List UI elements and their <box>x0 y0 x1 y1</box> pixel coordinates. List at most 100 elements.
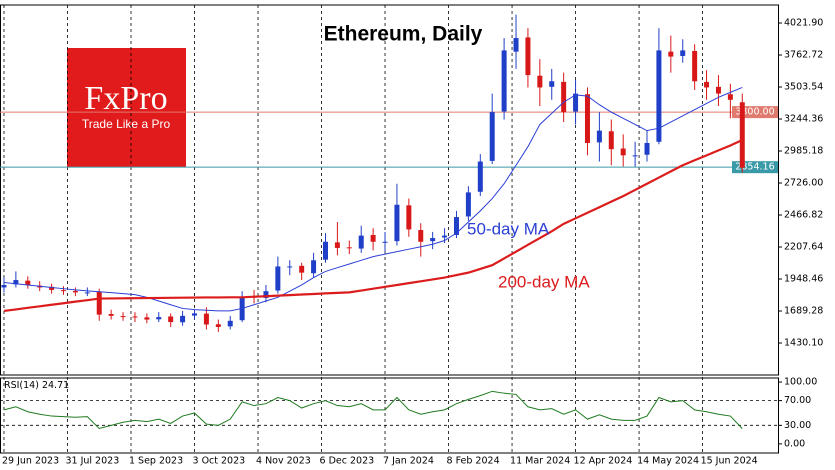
y-tick-label: 1948.46 <box>784 274 823 285</box>
candle-body <box>120 316 126 318</box>
logo-box <box>67 48 186 167</box>
candle-body <box>394 204 400 242</box>
candle-body <box>477 161 483 192</box>
candle-body <box>513 38 519 52</box>
y-tick-label: 100.00 <box>784 377 817 388</box>
candle-body <box>168 316 174 323</box>
candle-body <box>275 266 281 291</box>
series-annotation: 200-day MA <box>498 272 590 291</box>
x-tick-label: 11 Mar 2024 <box>510 456 570 467</box>
x-tick-label: 12 Apr 2024 <box>574 456 633 467</box>
y-tick-label: 1689.28 <box>784 306 823 317</box>
candle-body <box>144 317 150 320</box>
candle-body <box>180 315 186 323</box>
candle-body <box>680 50 686 56</box>
y-tick-label: 3762.72 <box>784 50 823 61</box>
candle-body <box>61 290 67 292</box>
candle-body <box>692 51 698 82</box>
candle-body <box>132 316 138 318</box>
x-tick-label: 3 Oct 2023 <box>193 456 246 467</box>
logo-brand: FxPro <box>84 80 167 117</box>
candle-body <box>656 50 662 142</box>
line-series <box>3 139 743 313</box>
y-tick-label: 30.00 <box>784 420 811 431</box>
candle-body <box>453 217 459 235</box>
x-tick-label: 1 Sep 2023 <box>129 456 183 467</box>
candle-body <box>203 313 209 325</box>
y-tick-label: 2466.82 <box>784 210 823 221</box>
x-tick-label: 31 Jul 2023 <box>65 456 119 467</box>
series-annotation: 50-day MA <box>467 219 550 238</box>
x-tick-label: 8 Feb 2024 <box>447 456 500 467</box>
rsi-value: 24.71 <box>42 380 69 391</box>
y-tick-label: 0.00 <box>784 438 805 449</box>
candle-body <box>263 291 269 298</box>
candle-body <box>49 286 55 290</box>
x-tick-label: 15 Jun 2024 <box>701 456 758 467</box>
y-tick-label: 4021.90 <box>784 18 823 29</box>
rsi-title: RSI(14) <box>4 380 39 391</box>
candle-body <box>573 93 579 112</box>
candle-body <box>215 324 221 327</box>
candle-body <box>489 112 495 161</box>
candle-body <box>465 192 471 217</box>
y-tick-label: 3503.54 <box>784 82 823 93</box>
candle-body <box>561 81 567 113</box>
candle-body <box>358 235 364 249</box>
candle-body <box>382 241 388 243</box>
candle-body <box>620 148 626 156</box>
candle-body <box>549 81 555 87</box>
candle-body <box>311 260 317 274</box>
x-tick-label: 4 Nov 2023 <box>256 456 311 467</box>
candle-body <box>227 320 233 327</box>
y-tick-label: 2207.64 <box>784 242 823 253</box>
x-tick-label: 14 May 2024 <box>637 456 699 467</box>
candle-body <box>501 50 507 112</box>
candle-body <box>418 230 424 242</box>
y-tick-label: 1430.10 <box>784 338 823 349</box>
candle-body <box>430 238 436 242</box>
candle-body <box>108 313 114 316</box>
line-series <box>3 390 743 429</box>
candle-body <box>192 313 197 316</box>
candle-body <box>596 130 602 143</box>
level-label: 3300.00 <box>735 107 774 118</box>
candle-body <box>25 280 31 285</box>
candle-body <box>644 142 650 155</box>
candle-body <box>72 290 78 293</box>
line-series <box>3 86 743 312</box>
candle-body <box>1 284 7 288</box>
candle-body <box>704 81 710 88</box>
candle-body <box>632 155 638 157</box>
candle-body <box>608 131 614 150</box>
candle-body <box>715 86 721 94</box>
candle-body <box>584 94 590 143</box>
candle-body <box>156 317 162 320</box>
x-tick-label: 29 Jun 2023 <box>2 456 59 467</box>
y-tick-label: 70.00 <box>784 395 811 406</box>
level-label: 2854.16 <box>735 162 774 173</box>
candle-body <box>346 247 352 249</box>
logo-tagline: Trade Like a Pro <box>82 117 171 131</box>
x-tick-label: 7 Jan 2024 <box>383 456 434 467</box>
candle-body <box>537 75 543 88</box>
candle-body <box>668 51 674 57</box>
candle-body <box>370 234 376 242</box>
panel-frame <box>0 377 779 454</box>
rsi-label: RSI(14) 24.71 <box>4 380 69 391</box>
y-tick-label: 2726.00 <box>784 178 823 189</box>
y-tick-label: 3244.36 <box>784 114 823 125</box>
candle-body <box>727 94 733 100</box>
candle-body <box>406 205 412 230</box>
candle-body <box>299 265 305 273</box>
candle-body <box>96 291 102 315</box>
candle-body <box>287 266 293 268</box>
candle-body <box>334 242 340 248</box>
panel-frame <box>0 4 779 376</box>
chart-title: Ethereum, Daily <box>324 23 483 46</box>
candle-body <box>322 241 328 260</box>
x-tick-label: 6 Dec 2023 <box>320 456 375 467</box>
y-tick-label: 2985.18 <box>784 146 823 157</box>
candle-body <box>525 37 531 76</box>
